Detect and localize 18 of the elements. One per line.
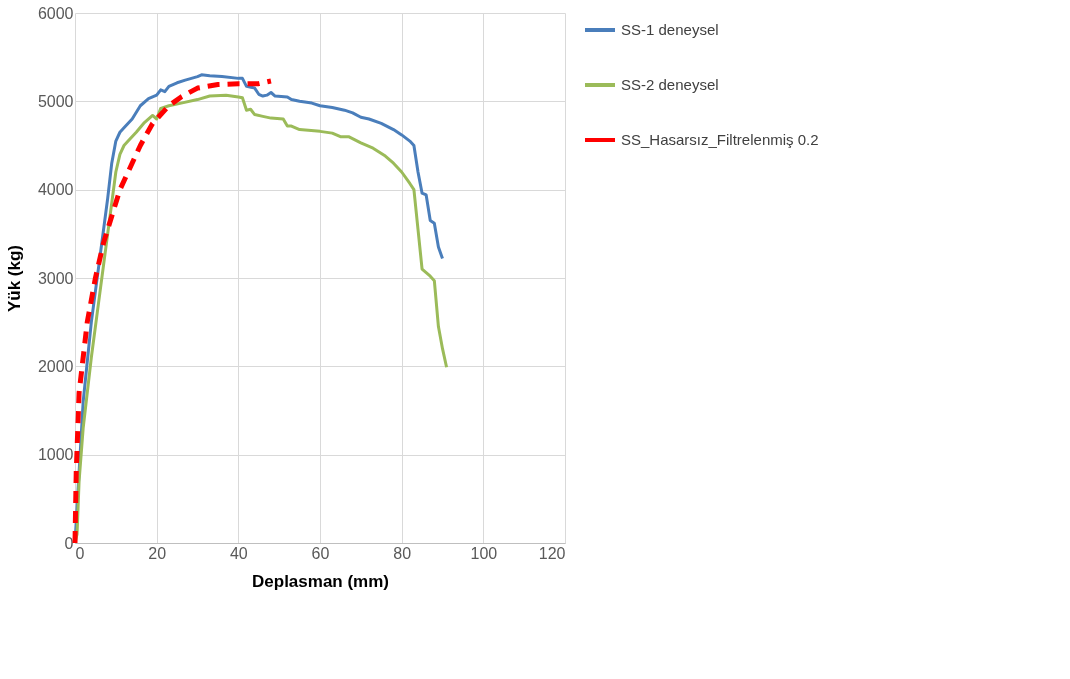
legend-label: SS-2 deneysel xyxy=(621,76,719,93)
x-axis-title: Deplasman (mm) xyxy=(252,571,389,591)
x-tick-label: 0 xyxy=(75,544,85,562)
x-tick-label: 20 xyxy=(148,544,167,562)
y-tick-label: 2000 xyxy=(37,357,74,375)
x-tick-label: 60 xyxy=(311,544,330,562)
y-tick-label: 1000 xyxy=(37,446,74,464)
y-tick-label: 5000 xyxy=(37,92,74,110)
x-tick-label: 100 xyxy=(470,544,498,562)
legend-label: SS_Hasarsız_Filtrelenmiş 0.2 xyxy=(621,131,819,148)
x-tick-label: 120 xyxy=(538,544,566,562)
y-axis-title: Yük (kg) xyxy=(4,244,24,313)
x-tick-label: 40 xyxy=(229,544,248,562)
x-tick-label: 80 xyxy=(393,544,412,562)
y-tick-label: 6000 xyxy=(37,4,74,22)
y-tick-label: 4000 xyxy=(37,181,74,199)
y-tick-label: 3000 xyxy=(37,269,74,287)
legend-label: SS-1 deneysel xyxy=(621,21,719,38)
